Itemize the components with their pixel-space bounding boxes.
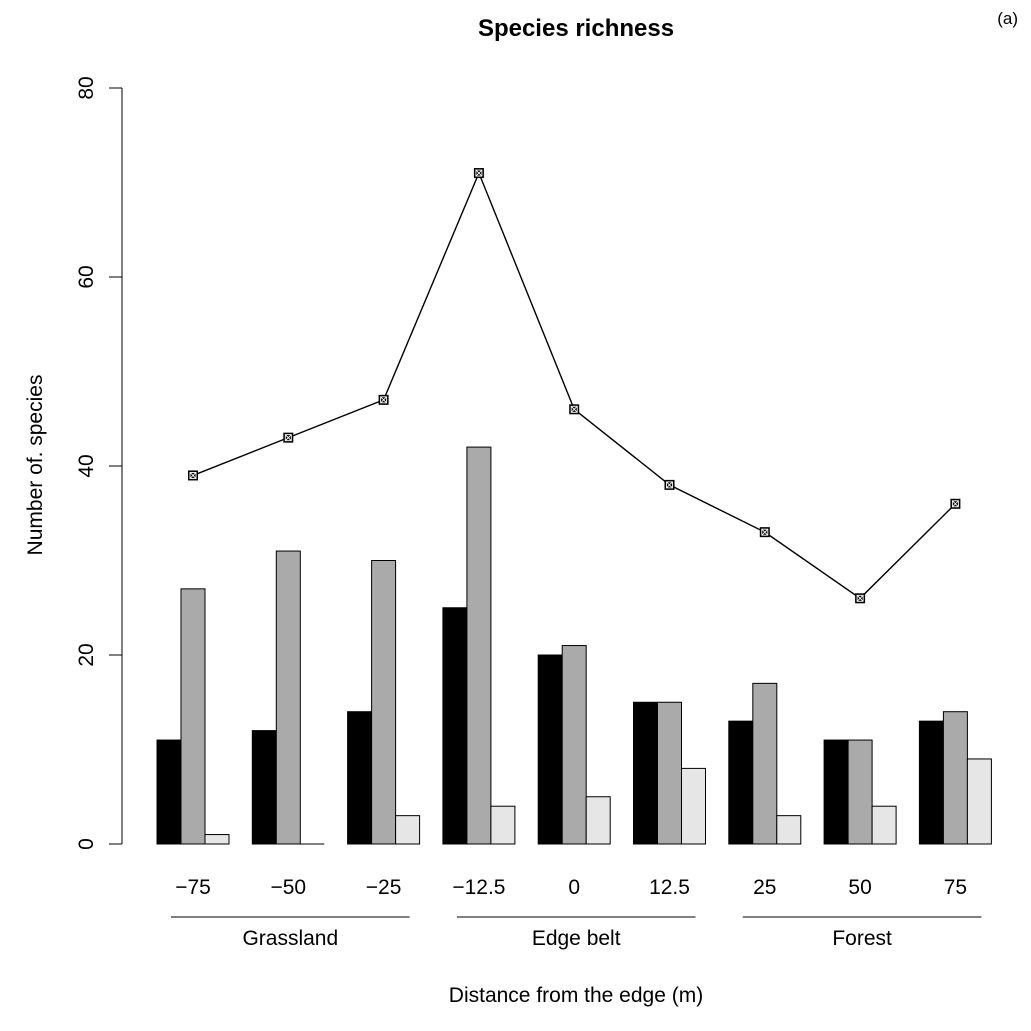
x-axis-title: Distance from the edge (m)	[449, 984, 703, 1007]
x-tick-label: −75	[175, 876, 211, 899]
bar	[347, 711, 373, 845]
y-tick-label: 60	[75, 265, 98, 288]
bar	[585, 796, 611, 845]
bars-group	[156, 446, 992, 845]
bar	[681, 767, 706, 845]
line-point	[855, 593, 866, 604]
line-point	[283, 432, 294, 443]
line-point	[664, 479, 675, 490]
chart-title: Species richness	[478, 15, 674, 42]
x-tick-label: −50	[270, 876, 306, 899]
line-point	[950, 498, 961, 509]
line-point	[759, 527, 770, 538]
bar	[942, 711, 968, 845]
bar	[918, 720, 944, 845]
panel-label: (a)	[997, 9, 1018, 28]
x-tick-label: 50	[848, 876, 871, 899]
line-point	[378, 394, 389, 405]
richness-line	[192, 171, 956, 600]
bar	[442, 607, 468, 845]
bar	[466, 446, 492, 845]
bar	[156, 739, 182, 845]
bar	[657, 701, 682, 845]
line-point	[188, 470, 198, 481]
y-tick-label: 80	[75, 76, 98, 99]
bar	[871, 805, 897, 845]
bar	[251, 730, 277, 845]
group-labels: Grassland Edge belt Forest	[171, 916, 982, 950]
bar	[728, 720, 754, 845]
line-point	[473, 168, 484, 179]
bar	[633, 701, 658, 845]
group-label: Grassland	[242, 927, 338, 950]
bar	[561, 645, 587, 845]
x-tick-label: 0	[568, 876, 580, 899]
bar	[966, 758, 992, 845]
y-tick-label: 20	[75, 643, 98, 666]
total-richness-line	[188, 168, 961, 604]
x-tick-label: −12.5	[452, 876, 505, 899]
x-tick-label: 75	[944, 876, 967, 899]
bar	[275, 550, 301, 845]
x-tick-labels: −75 −50 −25 −12.5 0 12.5 25 50 75	[175, 876, 967, 899]
bar	[204, 834, 230, 845]
bar	[395, 815, 421, 845]
bar	[823, 739, 849, 845]
x-tick-label: −25	[366, 876, 402, 899]
bar	[371, 560, 397, 845]
group-label: Forest	[832, 927, 892, 950]
x-tick-label: 25	[753, 876, 776, 899]
group-label: Edge belt	[532, 927, 621, 950]
y-tick-label: 40	[75, 454, 98, 477]
x-tick-label: 12.5	[649, 876, 690, 899]
bar	[776, 815, 802, 845]
bar	[752, 682, 778, 845]
bar	[847, 739, 873, 845]
line-point	[569, 404, 580, 415]
bar	[490, 805, 516, 845]
bar	[180, 588, 206, 845]
bar	[537, 654, 563, 845]
y-axis: 0 20 40 60 80	[75, 76, 123, 850]
y-tick-label: 0	[75, 838, 98, 850]
y-axis-title: Number of. species	[24, 375, 47, 556]
